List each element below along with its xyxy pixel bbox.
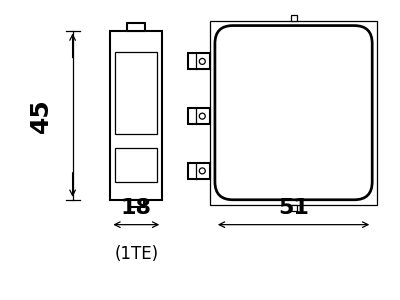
Text: 51: 51 <box>278 198 309 218</box>
Bar <box>110 31 162 200</box>
Bar <box>115 52 157 134</box>
Bar <box>188 53 210 69</box>
Bar <box>210 21 377 205</box>
Bar <box>188 108 210 124</box>
Text: (1TE): (1TE) <box>114 244 158 262</box>
Text: 18: 18 <box>121 198 152 218</box>
Bar <box>188 163 210 179</box>
Text: 45: 45 <box>29 98 53 133</box>
Bar <box>115 148 157 182</box>
Bar <box>290 15 296 21</box>
Bar <box>127 22 145 31</box>
Bar <box>129 200 144 207</box>
FancyBboxPatch shape <box>215 26 372 200</box>
Bar <box>290 205 296 211</box>
